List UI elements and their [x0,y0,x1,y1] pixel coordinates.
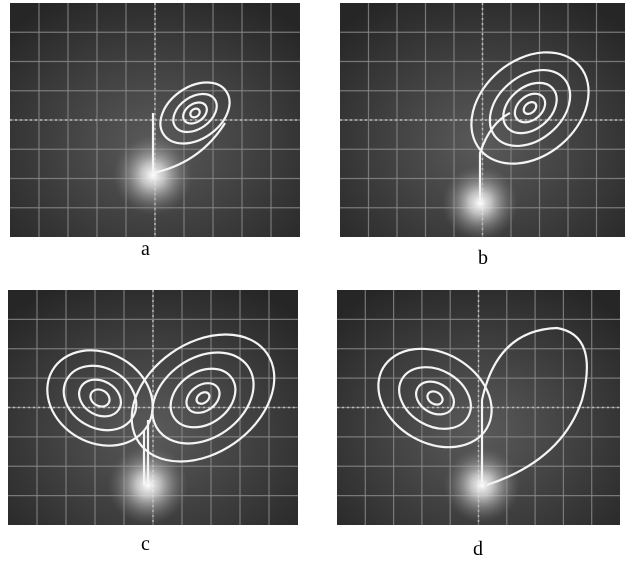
panel-label: c [141,533,150,556]
panel-label: a [141,238,150,261]
scope-b [340,3,625,237]
scope-c [8,290,298,525]
panel-label: b [478,247,488,270]
scope-a [10,3,300,237]
panel-label: d [473,538,483,561]
figure: a b c d [0,0,626,565]
scope-d [337,290,620,525]
